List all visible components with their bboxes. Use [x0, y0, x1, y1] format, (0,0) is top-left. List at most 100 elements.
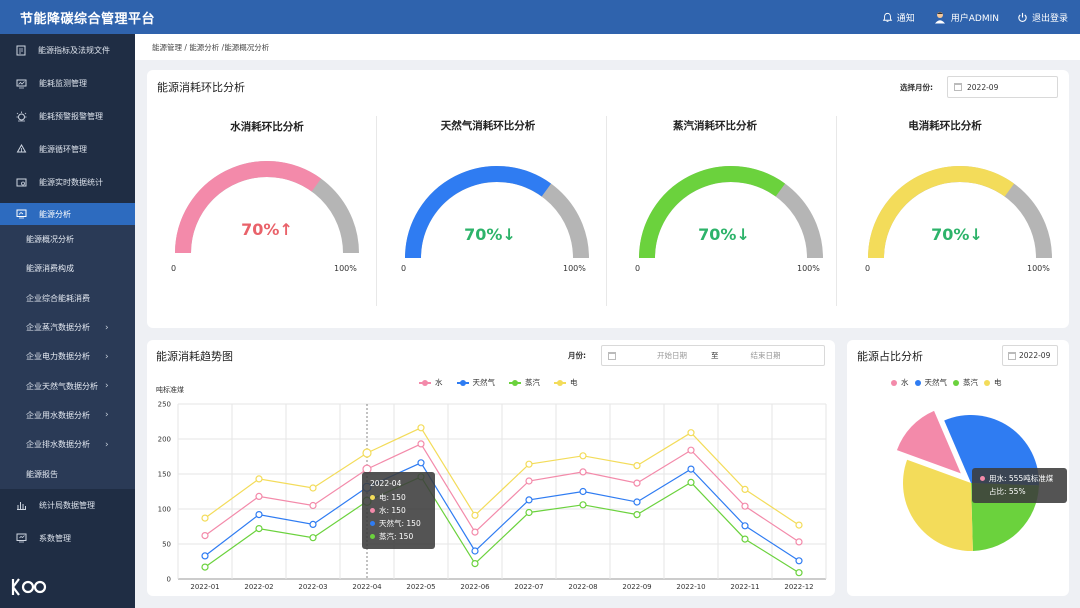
- sidebar-item-regulations[interactable]: 能源指标及法规文件: [0, 34, 135, 67]
- data-point: [741, 522, 749, 530]
- submenu-item-label: 企业天然气数据分析: [26, 381, 98, 391]
- tooltip-row: 电: 150: [379, 493, 406, 502]
- data-point: [741, 485, 749, 493]
- sidebar-item-realtime[interactable]: 能源实时数据统计: [0, 166, 135, 199]
- breadcrumb-text: 能源管理 / 能源分析 /能源概况分析: [152, 42, 270, 52]
- series-line: [204, 476, 800, 574]
- gauge-track: [405, 166, 589, 259]
- legend-item-power[interactable]: 电: [984, 377, 1002, 388]
- user-menu[interactable]: 用户ADMIN: [933, 10, 999, 24]
- submenu-item-water[interactable]: 企业用水数据分析 ›: [0, 401, 135, 430]
- sidebar-item-analysis[interactable]: 能源分析: [0, 203, 135, 225]
- gauge-fill: [405, 166, 552, 259]
- submenu-item-power[interactable]: 企业电力数据分析 ›: [0, 342, 135, 371]
- pie-panel-title: 能源占比分析: [857, 350, 923, 363]
- y-tick-label: 150: [158, 471, 171, 479]
- data-point: [309, 484, 317, 492]
- submenu-item-label: 企业综合能耗消费: [26, 293, 90, 303]
- legend-item-water[interactable]: 水: [419, 377, 443, 388]
- pie-tooltip: 用水: 555吨标准煤 占比: 55%: [972, 468, 1067, 503]
- data-point: [309, 520, 317, 528]
- x-tick-label: 2022-12: [784, 583, 813, 591]
- line-chart: 0 50 100 150 200 250 2022-01 2022-02 2022-03 2022…: [158, 401, 827, 591]
- legend-item-gas[interactable]: 天然气: [914, 377, 947, 388]
- tooltip-row: 水: 150: [379, 506, 406, 515]
- data-point: [795, 521, 803, 529]
- data-point: [687, 478, 695, 486]
- data-point: [633, 511, 641, 519]
- breadcrumb: 能源管理 / 能源分析 /能源概况分析: [135, 34, 1080, 60]
- pie-slice[interactable]: [896, 410, 961, 474]
- sidebar-item-monitoring[interactable]: 能耗监测管理: [0, 67, 135, 100]
- sidebar-item-alarm[interactable]: 能耗预警报警管理: [0, 100, 135, 133]
- trend-month-label: 月份:: [568, 351, 586, 360]
- date-range-picker[interactable]: 开始日期 至 结束日期: [601, 345, 825, 366]
- data-point: [579, 501, 587, 509]
- start-date-input[interactable]: 开始日期: [657, 351, 687, 360]
- submenu-item-enterprise-consumption[interactable]: 企业综合能耗消费: [0, 284, 135, 313]
- ratio-panel: 能源消耗环比分析 选择月份: 2022-09 水消耗环比分析 70%↑ 0 10…: [147, 70, 1069, 328]
- calendar-icon: [1008, 351, 1016, 360]
- data-point: [471, 528, 479, 536]
- trend-panel-title: 能源消耗趋势图: [156, 350, 233, 363]
- chevron-right-icon: ›: [105, 351, 109, 362]
- gauge-max-label: 100%: [334, 264, 357, 273]
- data-point: [201, 563, 209, 571]
- pie-slice[interactable]: [903, 459, 973, 551]
- sidebar-item-label: 能耗预警报警管理: [39, 112, 103, 121]
- submenu-item-composition[interactable]: 能源消费构成: [0, 254, 135, 283]
- end-date-input[interactable]: 结束日期: [750, 351, 781, 360]
- sidebar-item-statistics[interactable]: 统计局数据管理: [0, 489, 135, 522]
- monitor-icon: [16, 79, 27, 88]
- legend-item-steam[interactable]: 蒸汽: [509, 377, 540, 388]
- legend-label: 水: [901, 378, 909, 387]
- legend-item-water[interactable]: 水: [891, 377, 909, 388]
- data-point: [201, 514, 209, 522]
- pie-tooltip-line2: 占比: 55%: [989, 487, 1026, 496]
- month-label: 选择月份:: [900, 83, 933, 92]
- sidebar-item-recycle[interactable]: 能源循环管理: [0, 133, 135, 166]
- month-picker[interactable]: 2022-09: [947, 76, 1058, 98]
- analysis-icon: [16, 209, 27, 219]
- pie-chart: [896, 410, 1039, 551]
- sidebar-item-label: 统计局数据管理: [39, 500, 95, 510]
- gauge-max-label: 100%: [1027, 264, 1050, 273]
- x-tick-label: 2022-10: [676, 583, 705, 591]
- data-point: [687, 446, 695, 454]
- submenu-item-overview[interactable]: 能源概况分析: [0, 225, 135, 254]
- data-point: [309, 501, 317, 510]
- x-tick-label: 2022-02: [244, 583, 273, 591]
- submenu-item-report[interactable]: 能源报告: [0, 459, 135, 488]
- data-point: [687, 465, 695, 473]
- pie-legend: 水 天然气 蒸汽 电: [891, 377, 1008, 388]
- y-tick-label: 250: [158, 401, 171, 409]
- chevron-right-icon: ›: [105, 381, 109, 392]
- notice-button[interactable]: 通知: [882, 11, 915, 24]
- legend-label: 天然气: [472, 378, 496, 387]
- settings-icon: [16, 533, 27, 543]
- trend-legend: 水 天然气 蒸汽 电: [419, 377, 592, 388]
- chevron-right-icon: ›: [105, 410, 109, 421]
- gauge-min-label: 0: [401, 264, 407, 273]
- x-tick-label: 2022-03: [298, 583, 327, 591]
- series-line: [204, 427, 800, 526]
- gauge-power: [868, 166, 1052, 259]
- submenu-item-drainage[interactable]: 企业排水数据分析 ›: [0, 430, 135, 459]
- legend-item-gas[interactable]: 天然气: [456, 377, 496, 388]
- submenu-item-label: 能源报告: [26, 469, 58, 479]
- document-icon: [16, 45, 26, 56]
- legend-item-steam[interactable]: 蒸汽: [953, 377, 978, 388]
- data-point: [525, 496, 533, 504]
- x-tick-label: 2022-07: [514, 583, 543, 591]
- sidebar-item-coefficient[interactable]: 系数管理: [0, 522, 135, 555]
- x-tick-label: 2022-04: [352, 583, 382, 591]
- realtime-icon: [16, 178, 27, 186]
- data-point: [795, 569, 803, 577]
- data-point: [201, 532, 209, 540]
- legend-item-power[interactable]: 电: [554, 377, 578, 388]
- pie-slice[interactable]: [944, 415, 1039, 486]
- pie-month-picker[interactable]: 2022-09: [1002, 345, 1058, 366]
- logout-button[interactable]: 退出登录: [1017, 11, 1068, 24]
- submenu-item-steam[interactable]: 企业蒸汽数据分析 ›: [0, 313, 135, 342]
- submenu-item-gas[interactable]: 企业天然气数据分析 ›: [0, 371, 135, 400]
